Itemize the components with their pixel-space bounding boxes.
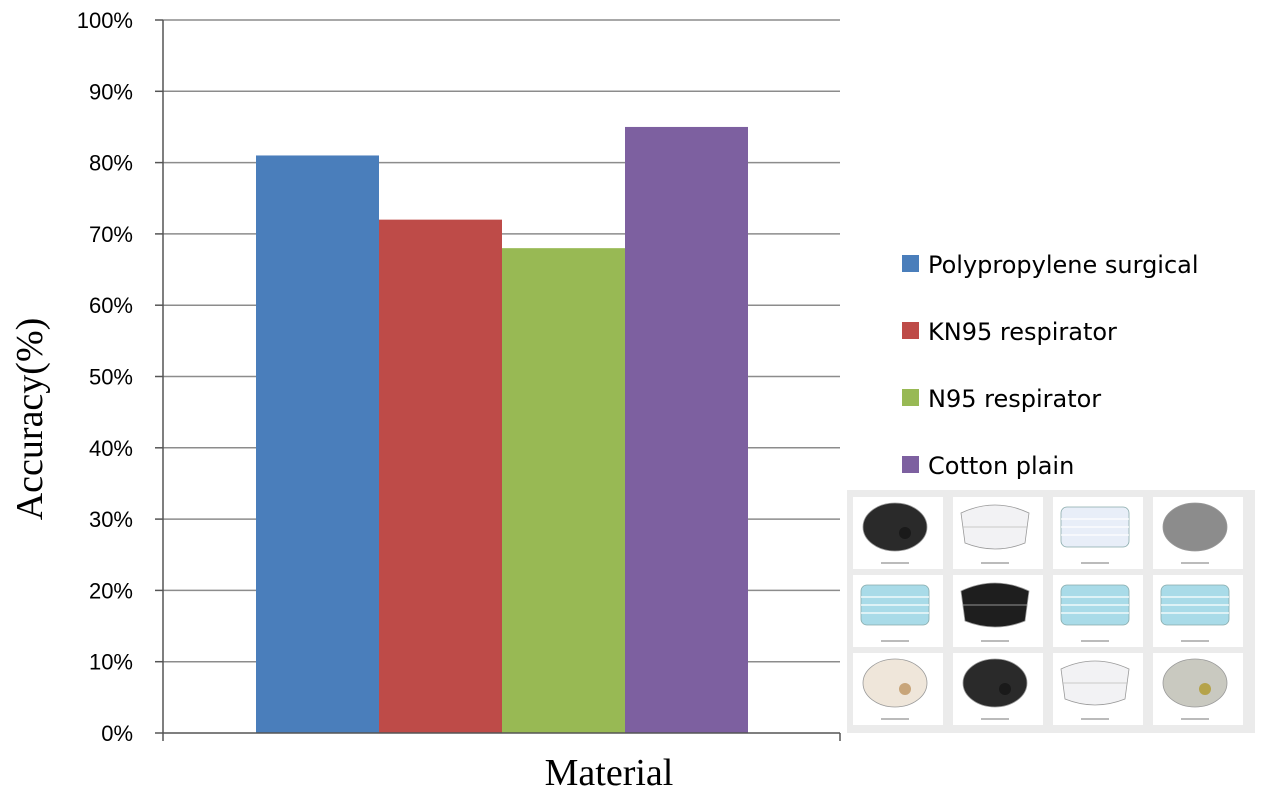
bars — [256, 126, 748, 734]
black-cloth-mask-icon — [953, 575, 1043, 647]
legend-swatch — [902, 255, 919, 272]
legend-item: KN95 respirator — [902, 318, 1117, 346]
legend-label: N95 respirator — [928, 385, 1101, 413]
x-axis-title: Material — [545, 752, 674, 793]
mask-body — [862, 658, 928, 708]
y-tick-label: 100% — [77, 8, 133, 33]
bar-n95-respirator — [502, 248, 625, 733]
mask-body — [962, 658, 1028, 708]
bar-cotton-plain — [625, 126, 748, 733]
gray-n95-mask-icon — [1153, 497, 1243, 569]
black-valve-mask-icon — [953, 653, 1043, 725]
y-tick-label: 20% — [89, 578, 133, 603]
legend-label: Polypropylene surgical — [928, 251, 1199, 279]
legend-item: N95 respirator — [902, 385, 1101, 413]
legend-swatch — [902, 456, 919, 473]
y-tick-labels: 0% 10% 20% 30% 40% 50% 60% 70% 80% 90% 100% — [77, 8, 133, 746]
y-tick-label: 90% — [89, 79, 133, 104]
gray-valve-mask-icon — [1153, 653, 1243, 725]
mask-valve — [999, 683, 1011, 695]
y-tick-label: 10% — [89, 650, 133, 675]
bar-kn95-respirator — [379, 219, 502, 733]
white-surgical-mask-icon — [1053, 497, 1143, 569]
legend-swatch — [902, 389, 919, 406]
legend-label: KN95 respirator — [928, 318, 1117, 346]
y-axis-title: Accuracy(%) — [9, 318, 51, 521]
beige-valve-mask-icon — [853, 653, 943, 725]
blue-surgical-mask-icon — [1053, 575, 1143, 647]
mask-body — [1162, 658, 1228, 708]
bar-polypropylene-surgical — [256, 155, 379, 734]
mask-valve — [1199, 683, 1211, 695]
mask-photo-grid — [847, 490, 1255, 733]
blue-surgical-mask-icon — [853, 575, 943, 647]
legend: Polypropylene surgical KN95 respirator N95… — [902, 251, 1199, 480]
mask-valve — [899, 683, 911, 695]
white-kn95-mask-icon — [953, 497, 1043, 569]
legend-item: Polypropylene surgical — [902, 251, 1199, 279]
mask-valve — [899, 527, 911, 539]
legend-item: Cotton plain — [902, 452, 1074, 480]
axes — [155, 19, 841, 741]
y-tick-label: 0% — [101, 721, 133, 746]
y-tick-label: 50% — [89, 365, 133, 390]
blue-surgical-mask-icon — [1153, 575, 1243, 647]
black-valve-mask-icon — [853, 497, 943, 569]
legend-label: Cotton plain — [928, 452, 1074, 480]
white-kn95-mask-icon — [1053, 653, 1143, 725]
y-tick-label: 80% — [89, 151, 133, 176]
mask-body — [862, 502, 928, 552]
legend-swatch — [902, 322, 919, 339]
y-tick-label: 60% — [89, 293, 133, 318]
y-tick-label: 30% — [89, 507, 133, 532]
y-tick-label: 70% — [89, 222, 133, 247]
mask-body — [1162, 502, 1228, 552]
y-tick-label: 40% — [89, 436, 133, 461]
